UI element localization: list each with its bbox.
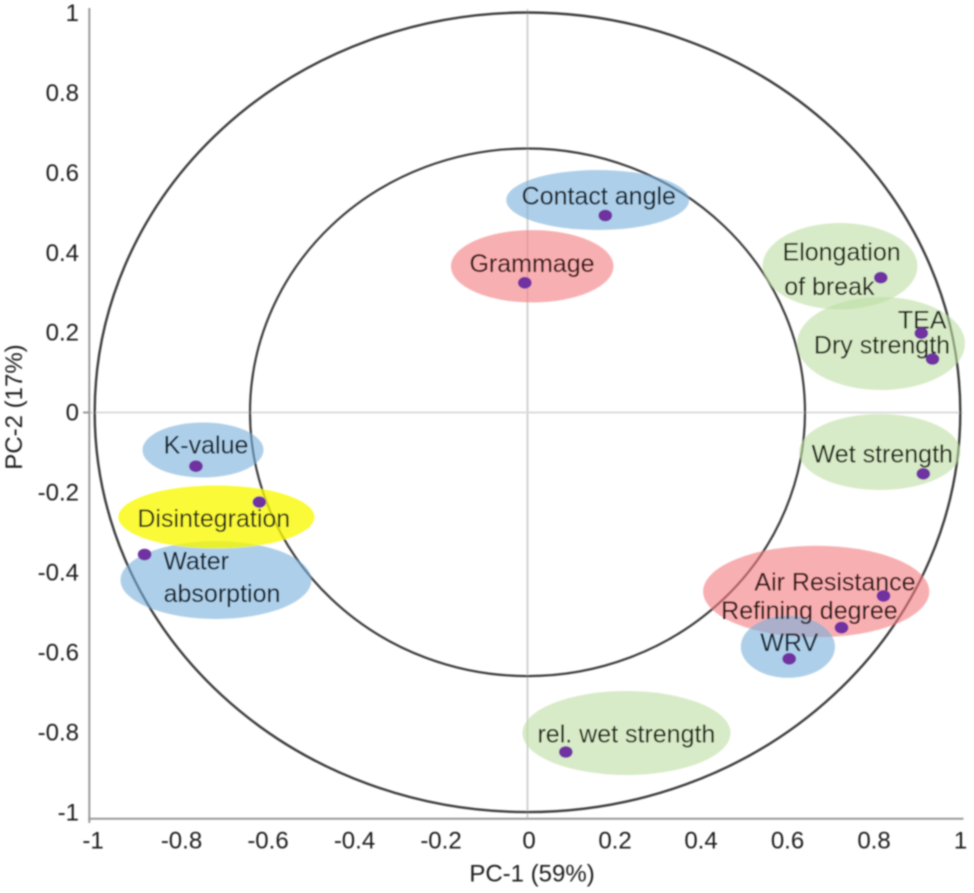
svg-text:-0.6: -0.6 bbox=[247, 827, 288, 854]
svg-text:Dry strength: Dry strength bbox=[814, 331, 950, 359]
svg-text:rel. wet strength: rel. wet strength bbox=[537, 721, 715, 749]
svg-text:0.6: 0.6 bbox=[771, 827, 804, 854]
svg-text:0.2: 0.2 bbox=[598, 827, 631, 854]
svg-text:PC-1 (59%): PC-1 (59%) bbox=[469, 860, 594, 887]
svg-text:K-value: K-value bbox=[164, 432, 249, 460]
svg-text:Air Resistance: Air Resistance bbox=[754, 568, 915, 596]
svg-text:-0.2: -0.2 bbox=[38, 480, 79, 507]
svg-text:PC-2 (17%): PC-2 (17%) bbox=[1, 344, 28, 469]
svg-text:Wet strength: Wet strength bbox=[812, 441, 953, 469]
svg-text:of break: of break bbox=[784, 273, 875, 301]
svg-text:-0.8: -0.8 bbox=[161, 827, 202, 854]
svg-text:absorption: absorption bbox=[164, 580, 281, 608]
svg-text:0.8: 0.8 bbox=[46, 80, 79, 107]
svg-text:-1: -1 bbox=[82, 827, 103, 854]
svg-text:0.2: 0.2 bbox=[46, 320, 79, 347]
svg-text:WRV: WRV bbox=[760, 629, 818, 657]
svg-text:0.8: 0.8 bbox=[857, 827, 890, 854]
svg-text:-0.2: -0.2 bbox=[420, 827, 461, 854]
svg-text:0.4: 0.4 bbox=[684, 827, 717, 854]
svg-text:-0.8: -0.8 bbox=[38, 720, 79, 747]
svg-text:1: 1 bbox=[66, 0, 79, 27]
svg-text:Elongation: Elongation bbox=[783, 239, 901, 267]
svg-text:0.4: 0.4 bbox=[46, 240, 79, 267]
svg-text:0: 0 bbox=[66, 400, 79, 427]
svg-text:Grammage: Grammage bbox=[469, 250, 594, 278]
svg-text:1: 1 bbox=[954, 827, 967, 854]
svg-text:Water: Water bbox=[163, 547, 229, 575]
svg-text:-0.6: -0.6 bbox=[38, 640, 79, 667]
svg-text:-0.4: -0.4 bbox=[334, 827, 375, 854]
svg-text:Refining degree: Refining degree bbox=[721, 597, 898, 625]
svg-text:-1: -1 bbox=[58, 800, 79, 827]
svg-text:0: 0 bbox=[522, 827, 535, 854]
svg-text:Disintegration: Disintegration bbox=[137, 505, 290, 533]
svg-text:Contact angle: Contact angle bbox=[522, 183, 676, 211]
svg-text:0.6: 0.6 bbox=[46, 160, 79, 187]
svg-text:-0.4: -0.4 bbox=[38, 560, 79, 587]
